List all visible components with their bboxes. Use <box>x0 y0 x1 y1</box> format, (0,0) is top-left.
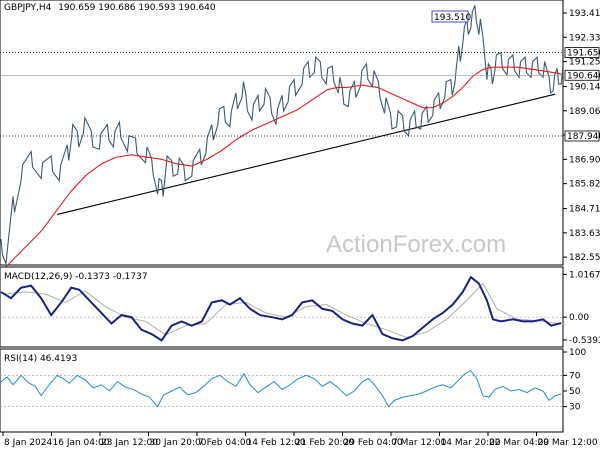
time-tick-label: 22 Mar 04:00 <box>489 438 549 448</box>
price-tick-label: 190.140 <box>569 83 600 93</box>
time-tick-label: 7 Mar 12:00 <box>392 438 447 448</box>
price-level-box <box>564 130 600 142</box>
price-level-label: 191.650 <box>567 49 600 59</box>
time-tick-label: 29 Feb 04:00 <box>344 438 403 448</box>
price-level-label: 187.940 <box>567 132 600 142</box>
price-tick-label: 183.630 <box>569 229 600 239</box>
time-tick-label: 7 Feb 04:00 <box>198 438 252 448</box>
time-tick-label: 16 Jan 04:00 <box>53 438 110 448</box>
price-level-box <box>564 47 600 58</box>
price-tick-label: 189.060 <box>569 107 600 117</box>
macd-line <box>0 275 562 342</box>
rsi-label: RSI(14) 46.4193 <box>4 354 77 364</box>
macd-tick-label: 1.0167 <box>569 270 600 280</box>
symbol-label: GBPJPY,H4 <box>4 3 52 13</box>
trendline <box>57 93 556 215</box>
price-tick-label: 182.550 <box>569 253 600 263</box>
ohlc-label: 190.659 190.686 190.593 190.640 <box>58 3 216 13</box>
chart-title: GBPJPY,H4 190.659 190.686 190.593 190.64… <box>4 3 216 13</box>
macd-tick-label: 0.00 <box>569 313 589 323</box>
price-tick-label: 186.900 <box>569 155 600 165</box>
rsi-tick-label: 30 <box>569 403 581 413</box>
peak-label: 193.510 <box>434 13 471 23</box>
price-axis: 193.410 192.330 191.250 190.140 189.060 187.9… <box>563 9 600 263</box>
price-tick-label: 193.410 <box>569 9 600 19</box>
rsi-line <box>0 370 562 408</box>
time-tick-label: 30 Jan 20:00 <box>150 438 207 448</box>
macd-tick-label: -0.5393 <box>569 336 600 346</box>
price-tick-label: 192.330 <box>569 33 600 43</box>
time-tick-label: 23 Jan 12:00 <box>101 438 158 448</box>
price-level-box <box>564 69 600 81</box>
peak-label-box <box>431 10 469 23</box>
price-levels: 191.650 190.640 187.940 <box>0 47 600 142</box>
time-tick-label: 29 Mar 12:00 <box>538 438 598 448</box>
rsi-reference-lines <box>0 375 563 407</box>
macd-axis: 1.0167 0.00 -0.5393 <box>563 270 600 346</box>
rsi-axis: 100 70 50 30 <box>563 348 586 413</box>
rsi-tick-label: 50 <box>569 387 581 397</box>
price-level-label: 190.640 <box>567 71 600 81</box>
rsi-tick-label: 100 <box>569 348 586 358</box>
price-tick-label: 185.820 <box>569 180 600 190</box>
price-panel-frame <box>0 0 564 266</box>
macd-label: MACD(12,26,9) -0.1373 -0.1737 <box>4 272 148 282</box>
time-tick-label: 14 Feb 12:00 <box>247 438 306 448</box>
price-tick-label: 184.710 <box>569 205 600 215</box>
rsi-tick-label: 70 <box>569 371 581 381</box>
time-tick-label: 14 Mar 20:00 <box>441 438 501 448</box>
time-tick-label: 8 Jan 2024 <box>4 438 52 448</box>
rsi-panel-frame <box>0 348 564 433</box>
watermark: ActionForex.com <box>326 231 506 258</box>
peak-annotation: 193.510 <box>431 10 471 23</box>
time-tick-label: 21 Feb 20:00 <box>295 438 354 448</box>
price-tick-label: 191.250 <box>569 58 600 68</box>
